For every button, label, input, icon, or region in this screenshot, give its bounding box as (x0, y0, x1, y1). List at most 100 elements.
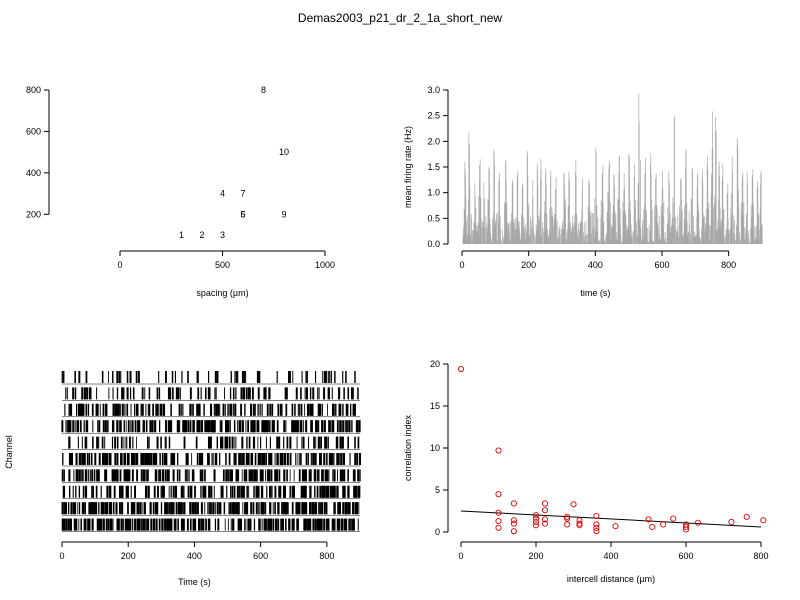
data-point (576, 522, 583, 529)
y-tick-label: 0.0 (427, 239, 440, 249)
data-point (510, 500, 517, 507)
x-tick-label: 200 (528, 551, 543, 561)
x-tick-label: 600 (253, 551, 268, 561)
electrode-label: 3 (220, 230, 225, 240)
data-point (564, 513, 571, 520)
data-point (510, 520, 517, 527)
data-point (760, 517, 767, 524)
raster-channel (62, 485, 361, 500)
x-tick-label: 0 (459, 260, 464, 270)
electrode-label: 6 (240, 209, 245, 219)
data-point (510, 517, 517, 524)
data-point (694, 519, 702, 526)
data-point (532, 512, 540, 519)
x-tick-label: 200 (121, 551, 136, 561)
data-point (649, 523, 656, 531)
data-point (570, 501, 577, 508)
x-tick-label: 400 (588, 260, 603, 270)
panel-firing-rate: 0 200 400 600 800 0.0 0.5 1.0 1.5 2.0 2.5 3.0 time (… (403, 85, 763, 298)
panel-correlation: 0 200 400 600 800 0 5 10 15 20 intercell distance … (403, 359, 769, 584)
fit-line (460, 510, 762, 528)
x-tick-label: 600 (654, 260, 669, 270)
y-tick-label: 1.0 (427, 188, 440, 198)
raster-channel (62, 403, 360, 418)
data-point (564, 521, 571, 528)
data-point (457, 365, 465, 373)
figure-title: Demas2003_p21_dr_2_1a_short_new (297, 11, 503, 25)
data-point (593, 512, 600, 520)
data-point (495, 491, 502, 498)
data-point (660, 521, 667, 528)
data-point (576, 520, 583, 527)
data-point (682, 526, 690, 533)
y-tick-label: 400 (26, 168, 41, 178)
data-point (743, 513, 750, 520)
x-tick-label: 800 (319, 551, 334, 561)
data-point (564, 515, 571, 522)
raster-channel (61, 371, 360, 385)
data-point (495, 518, 502, 525)
y-tick-label: 20 (430, 359, 440, 369)
x-tick-label: 800 (753, 551, 768, 561)
x-axis-label: intercell distance (µm) (567, 574, 655, 584)
raster-channel (61, 518, 360, 532)
data-point (532, 522, 540, 529)
y-tick-label: 3.0 (427, 85, 440, 95)
raster-channel (61, 502, 360, 516)
data-point (495, 524, 502, 531)
panel-electrode-layout: 0 500 1000 200 400 600 800 spacing (µm) 1 2 3 4 56 7 8… (26, 85, 335, 298)
y-tick-label: 10 (430, 443, 440, 453)
y-tick-label: 800 (26, 85, 41, 95)
data-point (532, 515, 540, 522)
data-point (495, 447, 502, 454)
raster-channel (62, 436, 360, 450)
y-axis-label: correlation index (403, 414, 413, 481)
electrode-label: 10 (279, 147, 289, 157)
electrode-label: 8 (261, 85, 266, 95)
electrode-label: 7 (240, 189, 245, 199)
y-tick-label: 600 (26, 126, 41, 136)
raster-channel (62, 387, 360, 401)
electrode-label: 1 (179, 230, 184, 240)
x-tick-label: 0 (458, 551, 463, 561)
electrode-label: 2 (199, 230, 204, 240)
data-point (728, 518, 735, 525)
x-tick-label: 400 (187, 551, 202, 561)
y-axis-label: Channel (4, 435, 14, 469)
data-point (532, 518, 540, 525)
data-point (612, 523, 619, 530)
x-axis-label: Time (s) (178, 577, 211, 587)
data-point (593, 524, 600, 531)
electrode-label: 9 (281, 209, 286, 219)
data-point (495, 509, 502, 516)
y-tick-label: 15 (430, 401, 440, 411)
data-point (541, 507, 549, 514)
data-point (593, 521, 600, 528)
y-tick-label: 5 (435, 485, 440, 495)
x-axis-label: spacing (µm) (196, 288, 248, 298)
data-point (510, 528, 517, 535)
x-axis-label: time (s) (580, 288, 610, 298)
y-tick-label: 200 (26, 209, 41, 219)
raster-channel (61, 420, 361, 434)
data-point (541, 516, 549, 523)
x-tick-label: 1000 (315, 260, 335, 270)
y-tick-label: 2.5 (427, 111, 440, 121)
panel-spike-raster: 0 200 400 600 800 Time (s) Channel (4, 371, 361, 587)
raster-channel (61, 469, 361, 483)
data-point (645, 516, 652, 523)
firing-rate-bars (462, 93, 763, 244)
electrode-label: 4 (220, 189, 225, 199)
x-tick-label: 800 (721, 260, 736, 270)
raster-channel (62, 453, 361, 467)
data-point (541, 520, 549, 527)
data-point (682, 523, 690, 531)
y-tick-label: 0.5 (427, 213, 440, 223)
x-tick-label: 500 (215, 260, 230, 270)
y-tick-label: 0 (435, 527, 440, 537)
data-point (670, 515, 677, 522)
y-axis-label: mean firing rate (Hz) (403, 126, 413, 208)
data-point (593, 528, 600, 535)
data-point (541, 500, 549, 507)
x-tick-label: 200 (521, 260, 536, 270)
